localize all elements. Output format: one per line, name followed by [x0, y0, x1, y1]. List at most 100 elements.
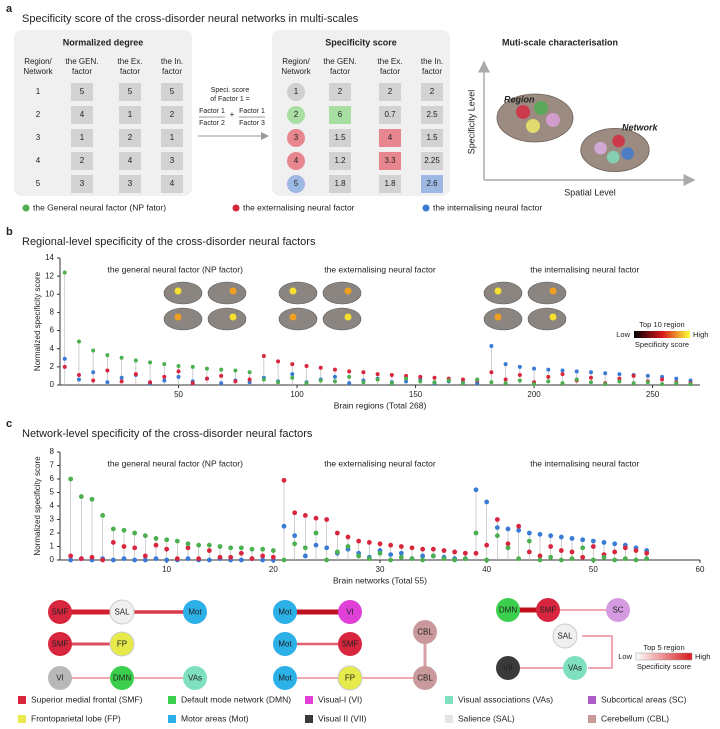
point — [153, 542, 159, 548]
table-cell: 4 — [80, 110, 85, 119]
point — [162, 378, 167, 383]
axis-title: Brain networks (Total 55) — [333, 575, 427, 585]
point — [176, 363, 181, 368]
point — [420, 553, 426, 559]
point — [121, 527, 127, 533]
panel-title: Specificity score of the cross-disorder … — [22, 13, 359, 25]
point — [377, 541, 383, 547]
annotation: the general neural factor (NP factor) — [107, 264, 243, 274]
point — [546, 367, 551, 372]
point — [375, 377, 380, 382]
point — [185, 556, 191, 562]
point — [574, 377, 579, 382]
point — [633, 557, 639, 563]
point — [249, 556, 255, 562]
table-cell: 1.8 — [384, 179, 396, 188]
point — [590, 538, 596, 544]
point — [475, 377, 480, 382]
node — [183, 666, 207, 690]
table-cell: 4 — [128, 156, 133, 165]
colorbar-label: High — [693, 330, 708, 339]
node — [109, 599, 135, 625]
point — [660, 377, 665, 382]
point — [612, 557, 618, 563]
node-label: Mot — [278, 608, 292, 617]
point — [548, 554, 554, 560]
point — [484, 557, 490, 563]
legend-label: Visual-I (VI) — [318, 694, 362, 704]
cell-box — [379, 175, 401, 193]
y-tick-label: 8 — [50, 308, 55, 317]
point — [153, 536, 159, 541]
node — [552, 623, 578, 649]
table-header: the In. — [161, 57, 183, 66]
point — [580, 554, 586, 560]
point — [460, 377, 465, 382]
legend-label: Visual associations (VAs) — [458, 694, 553, 704]
point — [441, 556, 447, 562]
legend-label: Salience (SAL) — [458, 713, 515, 723]
legend-swatch — [22, 204, 30, 212]
point — [176, 374, 181, 379]
point — [366, 556, 372, 562]
brain — [163, 281, 203, 305]
point — [233, 368, 238, 373]
x-tick-label: 40 — [482, 565, 491, 574]
point — [560, 381, 565, 386]
brain-region — [546, 113, 560, 127]
point — [324, 545, 330, 551]
region-circle — [287, 152, 305, 170]
point — [644, 556, 650, 562]
table-header: the GEN. — [324, 57, 357, 66]
point — [430, 546, 436, 552]
table-cell: 1.8 — [334, 179, 346, 188]
panel-label: a — [6, 3, 13, 15]
brain-region — [606, 150, 620, 164]
point — [68, 553, 74, 559]
point — [452, 549, 458, 555]
region-circle — [287, 175, 305, 193]
point — [281, 557, 287, 563]
cell-box — [71, 175, 93, 193]
table-cell: 2 — [294, 110, 299, 119]
brain — [527, 281, 567, 305]
annotation: the externalising neural factor — [324, 458, 436, 468]
legend-swatch — [232, 204, 240, 212]
point — [631, 381, 636, 386]
point — [580, 537, 586, 543]
table-cell: 1.5 — [426, 133, 438, 142]
table-header: Network — [281, 67, 311, 76]
point — [418, 379, 423, 384]
node — [273, 632, 297, 656]
point — [238, 550, 244, 556]
point — [119, 379, 124, 384]
brain-region — [534, 101, 548, 115]
node-label: SAL — [114, 608, 130, 617]
point — [603, 371, 608, 376]
x-tick-label: 250 — [646, 390, 660, 399]
table-cell: 3 — [80, 179, 85, 188]
node-label: SMF — [52, 640, 69, 649]
y-tick-label: 4 — [50, 344, 55, 353]
y-tick-label: 1 — [50, 542, 55, 551]
cell-box — [379, 106, 401, 124]
point — [644, 550, 650, 556]
table-cell: 1 — [36, 87, 41, 96]
table-cell: 4 — [36, 156, 41, 165]
brain-region — [344, 287, 352, 295]
point — [62, 270, 67, 275]
brain — [496, 93, 574, 143]
point — [588, 375, 593, 380]
cell-box — [71, 152, 93, 170]
table-cell: 3.3 — [384, 156, 396, 165]
y-tick-label: 14 — [45, 253, 54, 262]
point — [569, 549, 575, 555]
point — [462, 556, 468, 562]
node-label: SMF — [342, 640, 359, 649]
point — [645, 373, 650, 378]
colorbar-label: Low — [616, 330, 630, 339]
point — [617, 379, 622, 384]
cell-box — [329, 152, 351, 170]
table-cell: 5 — [80, 87, 85, 96]
legend-label: Default mode network (DMN) — [181, 694, 291, 704]
